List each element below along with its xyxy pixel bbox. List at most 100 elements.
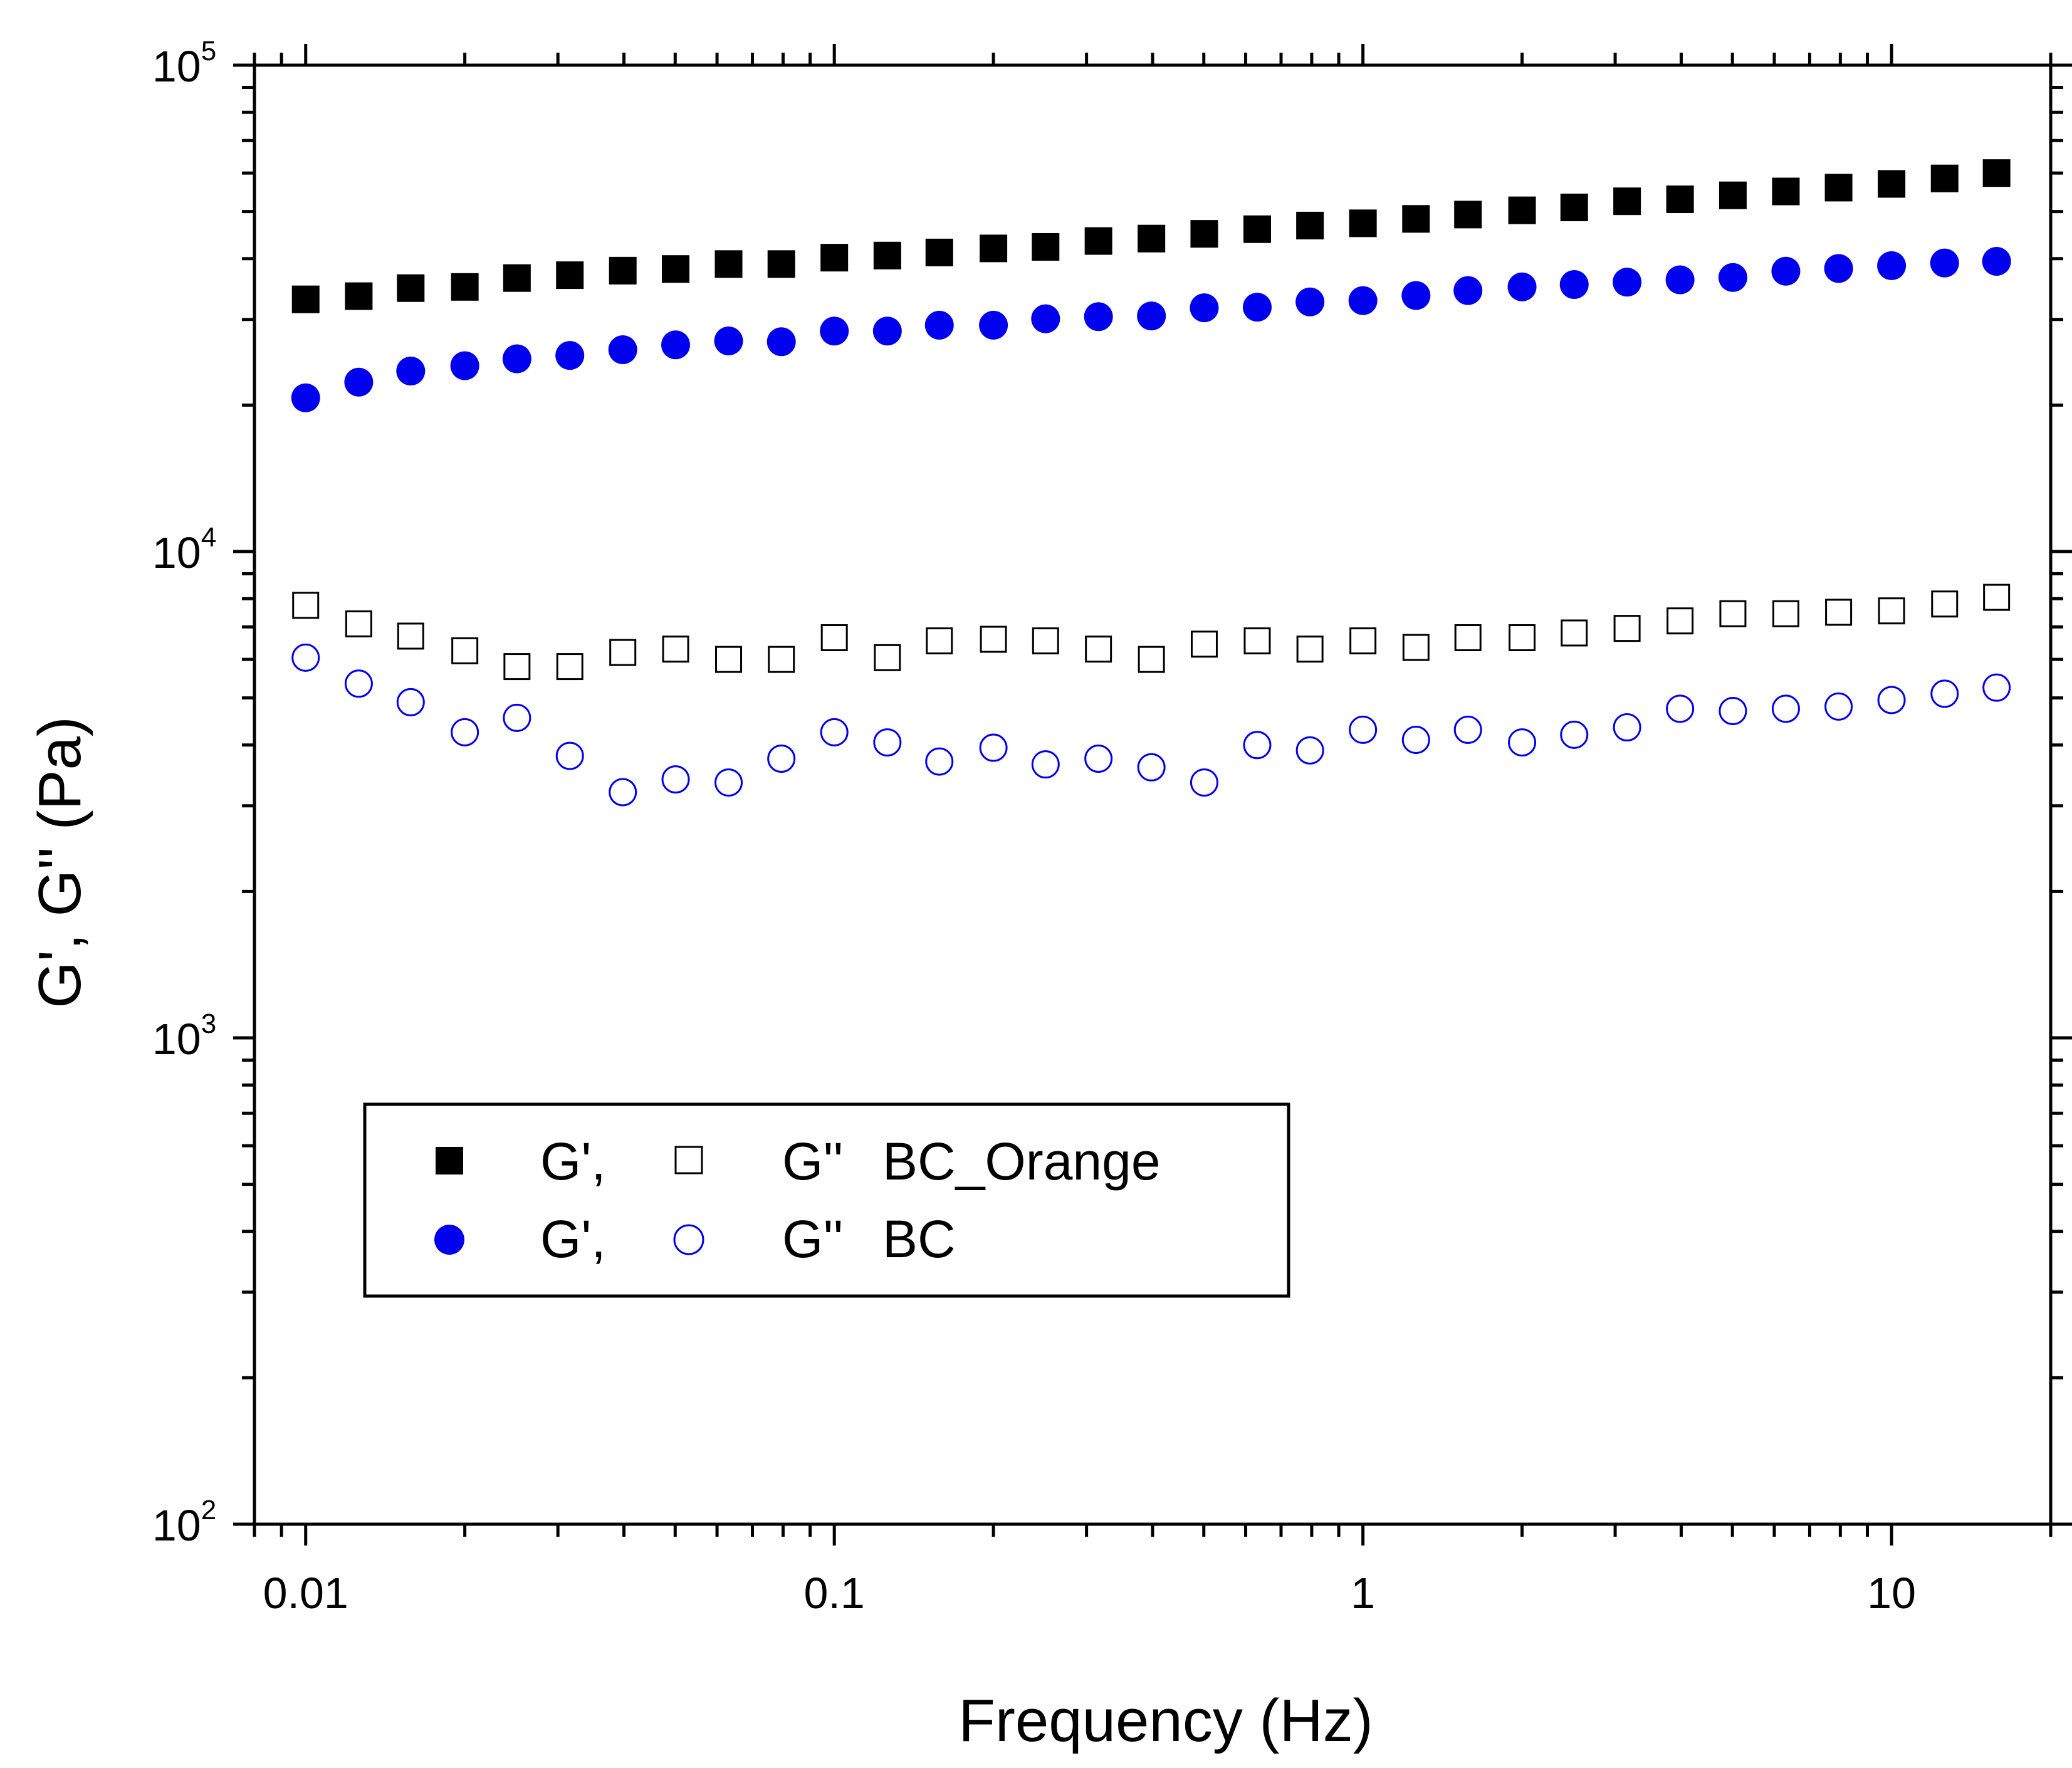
- data-point: [820, 244, 849, 272]
- data-point: [662, 255, 690, 283]
- data-point: [291, 285, 320, 313]
- legend-label-g-double-prime-2: G'': [782, 1210, 843, 1268]
- data-point: [1508, 196, 1536, 224]
- data-point: [1295, 287, 1325, 316]
- data-point: [1824, 174, 1853, 202]
- data-point: [1983, 583, 2011, 611]
- data-point: [1296, 636, 1324, 663]
- series-g-double-prime-bc: [291, 643, 2011, 807]
- data-point: [556, 653, 583, 681]
- data-point: [1666, 607, 1694, 635]
- data-point: [1402, 634, 1430, 661]
- data-point: [1138, 646, 1165, 673]
- legend: G', G'' BC_Orange G', G'' BC: [363, 1102, 1290, 1298]
- y-tick-label: 105: [152, 36, 216, 91]
- data-point: [874, 644, 901, 671]
- legend-marker-g-double-prime-bc-orange: [674, 1146, 703, 1174]
- x-tick-label: 0.1: [804, 1569, 865, 1618]
- data-point: [714, 327, 743, 356]
- data-point: [1401, 725, 1430, 754]
- data-point: [397, 274, 425, 302]
- data-point: [1930, 679, 1959, 708]
- data-point: [292, 592, 320, 619]
- x-axis: 0.01 0.1 1 10: [253, 44, 2053, 1618]
- x-tick-label: 10: [1867, 1569, 1916, 1618]
- y-tick-label: 103: [152, 1008, 216, 1064]
- data-point: [503, 653, 531, 681]
- data-point: [1666, 185, 1694, 213]
- x-tick-label: 1: [1351, 1569, 1375, 1618]
- data-point: [1930, 164, 1959, 192]
- data-point: [1031, 750, 1060, 779]
- data-point: [1032, 627, 1059, 655]
- data-point: [345, 282, 373, 310]
- data-point: [345, 610, 372, 637]
- data-point: [979, 310, 1008, 340]
- data-point: [1401, 281, 1431, 310]
- data-point: [714, 250, 743, 278]
- data-point: [1295, 736, 1324, 765]
- data-point: [555, 741, 584, 770]
- data-point: [714, 768, 743, 797]
- data-point: [1613, 713, 1641, 742]
- data-point: [661, 330, 691, 360]
- data-point: [1877, 686, 1906, 714]
- y-tick-label: 102: [152, 1495, 216, 1550]
- data-marks: [291, 159, 2011, 807]
- data-point: [1507, 272, 1537, 301]
- data-point: [1982, 247, 2011, 276]
- data-point: [662, 636, 689, 663]
- data-point: [1771, 694, 1800, 723]
- data-point: [451, 718, 479, 746]
- data-point: [291, 643, 320, 672]
- data-point: [1296, 211, 1324, 239]
- legend-label-g-double-prime-1: G'': [782, 1132, 843, 1191]
- series-g-prime-bc: [291, 247, 2011, 412]
- data-point: [820, 624, 848, 651]
- data-point: [1454, 624, 1482, 651]
- legend-marker-g-double-prime-bc: [673, 1224, 704, 1255]
- data-point: [820, 316, 849, 346]
- data-point: [1453, 715, 1482, 744]
- data-point: [980, 234, 1008, 263]
- data-point: [1243, 731, 1272, 760]
- data-point: [1085, 636, 1112, 663]
- data-point: [979, 733, 1008, 762]
- legend-label-g-prime-2: G',: [540, 1210, 606, 1268]
- data-point: [767, 327, 796, 357]
- data-point: [609, 639, 637, 666]
- data-point: [1242, 293, 1272, 322]
- data-point: [1190, 293, 1219, 323]
- legend-label-series-bc: BC: [882, 1210, 956, 1268]
- data-point: [1560, 720, 1589, 749]
- data-point: [1190, 768, 1218, 797]
- data-point: [1138, 224, 1166, 253]
- data-point: [1137, 753, 1166, 782]
- data-point: [1032, 233, 1060, 261]
- data-point: [1824, 692, 1853, 721]
- data-point: [1560, 193, 1588, 221]
- data-point: [1613, 187, 1641, 216]
- data-point: [1930, 248, 1959, 278]
- data-point: [1718, 263, 1747, 292]
- data-point: [925, 747, 954, 776]
- data-point: [1719, 600, 1747, 627]
- data-point: [1084, 302, 1113, 332]
- data-point: [1561, 619, 1588, 647]
- data-point: [1402, 205, 1430, 233]
- data-point: [396, 688, 425, 716]
- data-point: [555, 341, 585, 370]
- data-point: [1454, 201, 1482, 229]
- data-point: [609, 256, 637, 285]
- data-point: [1509, 624, 1536, 651]
- data-point: [1719, 696, 1747, 725]
- series-g-prime-bc-orange: [291, 159, 2011, 313]
- data-point: [609, 778, 637, 807]
- data-point: [1613, 268, 1642, 297]
- legend-label-series-bc-orange: BC_Orange: [882, 1132, 1161, 1191]
- data-point: [1931, 590, 1959, 618]
- x-axis-title: Frequency (Hz): [958, 1687, 1373, 1754]
- data-point: [873, 241, 901, 269]
- data-point: [715, 646, 743, 673]
